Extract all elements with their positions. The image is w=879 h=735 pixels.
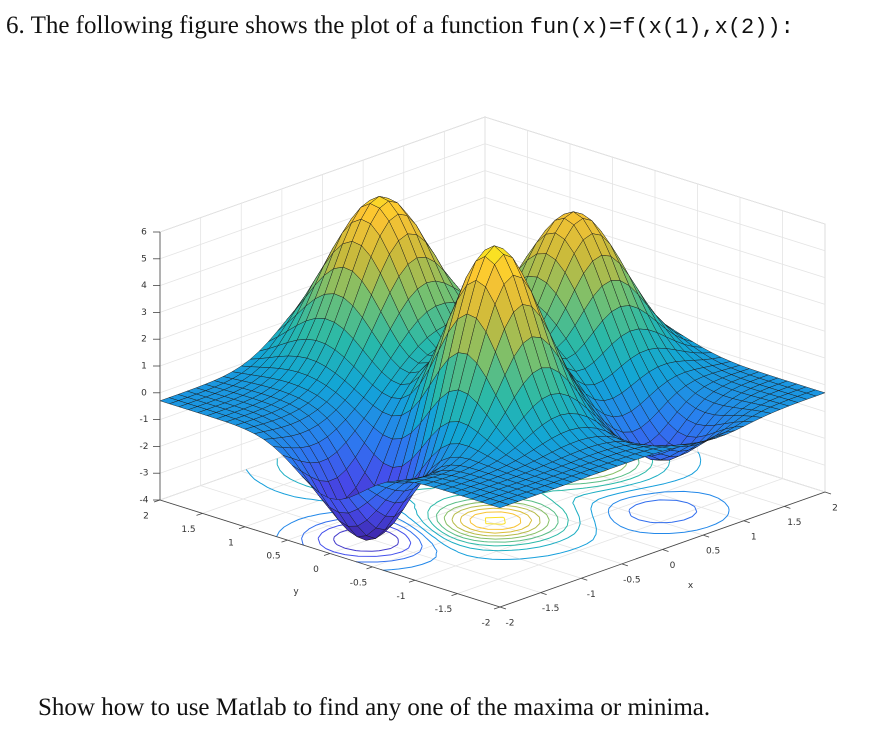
tick-label: 5 [141, 254, 147, 264]
tick-mark [281, 539, 288, 543]
tick-label: -1 [397, 592, 406, 602]
tick-mark [323, 553, 331, 556]
tick-label: 1 [751, 532, 757, 542]
grid-line [484, 143, 826, 252]
axes: -2 -1.5 -1 -0.5 0 0.5 1 1.5 2 -2 -1.5 -1 -0.5 0 0.5 1 1.… [140, 228, 838, 629]
instruction: Show how to use Matlab to find any one o… [38, 694, 711, 721]
tick-label: 3 [141, 308, 147, 318]
tick-label: -3 [140, 469, 149, 479]
tick-mark [238, 526, 246, 530]
tick-label: 0 [141, 388, 147, 398]
tick-mark [743, 520, 750, 524]
tick-label: 0.5 [266, 552, 280, 562]
tick-mark [493, 606, 501, 610]
grid-line [414, 464, 741, 581]
grid-line [159, 143, 486, 260]
tick-mark [366, 566, 373, 570]
tick-label: 0 [313, 565, 319, 575]
tick-mark [784, 505, 791, 509]
grid-line [159, 197, 486, 313]
tick-label: -1.5 [435, 605, 453, 615]
tick-label: 1.5 [181, 525, 195, 535]
tick-mark [451, 593, 458, 597]
tick-mark [824, 491, 832, 495]
tick-label: 2 [832, 504, 838, 514]
tick-label: -2 [506, 619, 515, 629]
tick-label: 2 [141, 335, 147, 345]
tick-label: 0.5 [706, 547, 720, 557]
question-text: The following figure shows the plot of a… [30, 12, 524, 39]
tick-label: -4 [140, 496, 149, 506]
tick-mark [621, 563, 629, 567]
surface [159, 196, 826, 541]
grid-line [372, 451, 698, 568]
question: 6. The following figure shows the plot o… [6, 12, 794, 40]
tick-label: -2 [140, 442, 149, 452]
tick-label: -0.5 [350, 578, 368, 588]
grid-line [457, 478, 783, 595]
function-code: fun(x)=f(x(1),x(2)): [529, 15, 794, 40]
tick-label: -1 [140, 415, 149, 425]
tick-mark [499, 606, 507, 610]
tick-label: 1 [141, 362, 147, 372]
tick-mark [408, 579, 416, 583]
tick-label: 1.5 [787, 518, 801, 528]
grid-line [484, 116, 826, 225]
tick-label: -1 [587, 590, 596, 600]
tick-label: -0.5 [623, 575, 641, 585]
tick-label: -1.5 [542, 604, 560, 614]
tick-label: 4 [141, 281, 147, 291]
contour-line [484, 516, 506, 525]
x-axis-label: x [688, 581, 694, 591]
grid-line [159, 170, 486, 286]
tick-mark [196, 512, 203, 516]
tick-mark [540, 592, 547, 596]
grid-line [484, 197, 826, 305]
tick-mark [581, 577, 588, 581]
tick-label: 1 [228, 538, 234, 548]
tick-mark [702, 534, 710, 538]
question-number: 6. [6, 12, 25, 39]
y-axis-label: y [293, 587, 299, 597]
tick-label: -2 [482, 619, 491, 629]
grid-line [159, 116, 486, 233]
tick-label: 6 [141, 228, 147, 238]
surface-patch [489, 501, 510, 509]
surface-figure: -2 -1.5 -1 -0.5 0 0.5 1 1.5 2 -2 -1.5 -1 -0.5 0 0.5 1 1.… [140, 116, 838, 629]
tick-mark [662, 549, 669, 552]
grid-line [484, 170, 826, 278]
tick-label: 0 [670, 561, 676, 571]
tick-label: 2 [143, 512, 149, 522]
